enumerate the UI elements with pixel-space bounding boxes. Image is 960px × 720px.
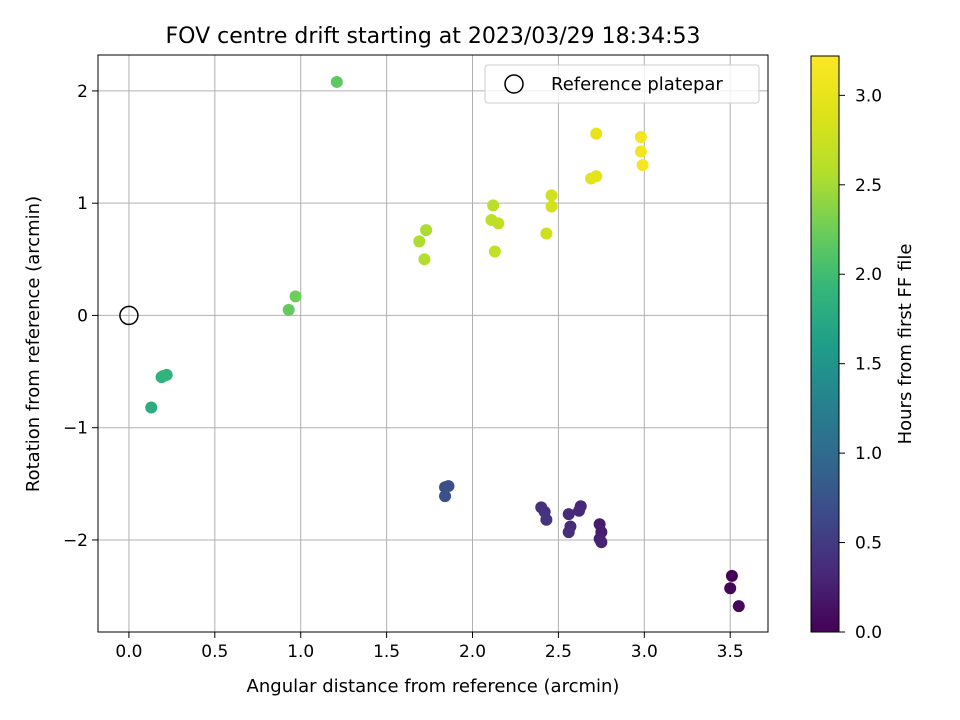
data-point (282, 303, 295, 316)
data-point (590, 170, 603, 183)
data-point (590, 127, 603, 140)
legend-box (484, 64, 760, 104)
y-tick-label: 0 (77, 306, 88, 326)
y-tick-label: 2 (77, 82, 88, 102)
y-tick-label: −1 (63, 419, 88, 439)
grid-lines (98, 55, 768, 632)
colorbar: 0.0 0.5 1.0 1.5 2.0 2.5 3.0 Hours from first F… (810, 55, 916, 643)
colorbar-tick-label: 0.5 (855, 534, 882, 554)
legend-label: Reference platepar (551, 74, 723, 95)
data-point (413, 235, 426, 248)
y-tick-label: −2 (63, 531, 88, 551)
data-point (145, 401, 158, 414)
x-tick-label: 0.0 (115, 642, 142, 662)
data-points (145, 75, 745, 613)
colorbar-tick-label: 2.0 (855, 265, 882, 285)
data-point (634, 130, 647, 143)
data-point (418, 253, 431, 266)
reference-point-marker (119, 305, 139, 326)
data-point (439, 490, 452, 503)
data-point (442, 480, 455, 493)
legend-open-circle-marker (504, 74, 524, 94)
x-tick-label: 0.5 (201, 642, 228, 662)
colorbar-tick-label: 3.0 (855, 86, 882, 106)
legend: Reference platepar (484, 64, 760, 104)
x-axis-ticks: 0.0 0.5 1.0 1.5 2.0 2.5 3.0 3.5 (115, 632, 744, 662)
data-point (634, 145, 647, 158)
x-tick-label: 3.5 (717, 642, 744, 662)
x-tick-label: 1.0 (287, 642, 314, 662)
data-point (160, 368, 173, 381)
data-point (595, 536, 608, 549)
y-axis-ticks: −2 −1 0 1 2 (63, 82, 98, 551)
data-point (289, 290, 302, 303)
data-point (540, 227, 553, 240)
data-point (488, 245, 501, 258)
chart-title: FOV centre drift starting at 2023/03/29 … (166, 24, 701, 49)
data-point (540, 513, 553, 526)
x-tick-label: 2.0 (459, 642, 486, 662)
colorbar-tick-label: 1.5 (855, 355, 882, 375)
data-point (724, 582, 737, 595)
y-tick-label: 1 (77, 194, 88, 214)
colorbar-tick-label: 0.0 (855, 623, 882, 643)
colorbar-ticks: 0.0 0.5 1.0 1.5 2.0 2.5 3.0 (839, 86, 882, 643)
x-axis-label: Angular distance from reference (arcmin) (247, 676, 620, 697)
colorbar-label: Hours from first FF file (895, 244, 916, 445)
x-tick-label: 2.5 (545, 642, 572, 662)
data-point (562, 508, 575, 521)
colorbar-gradient (810, 55, 840, 633)
data-point (487, 199, 500, 212)
plot-frame (97, 54, 769, 633)
data-point (732, 600, 745, 613)
data-point (330, 75, 343, 88)
y-axis-label: Rotation from reference (arcmin) (23, 196, 44, 492)
data-point (545, 189, 558, 202)
colorbar-tick-label: 2.5 (855, 176, 882, 196)
data-point (545, 200, 558, 213)
data-point (562, 526, 575, 539)
x-tick-label: 1.5 (373, 642, 400, 662)
colorbar-tick-label: 1.0 (855, 444, 882, 464)
data-point (420, 224, 433, 237)
x-tick-label: 3.0 (631, 642, 658, 662)
data-point (573, 504, 586, 517)
data-point (636, 159, 649, 172)
data-point (725, 569, 738, 582)
data-point (492, 217, 505, 230)
